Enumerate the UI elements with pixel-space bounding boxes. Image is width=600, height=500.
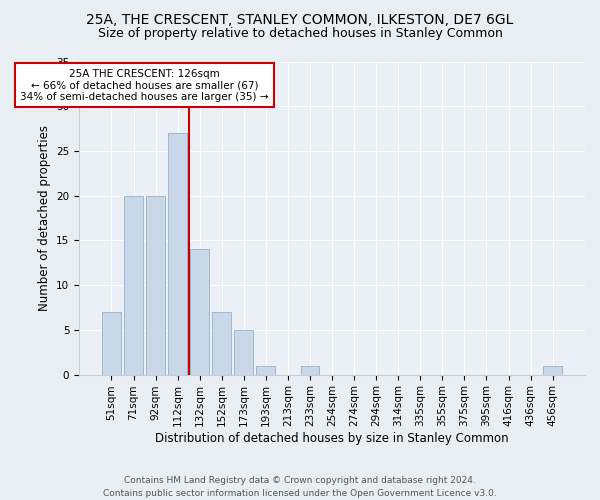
Bar — [124, 196, 143, 374]
Bar — [168, 133, 187, 374]
Bar — [102, 312, 121, 374]
Y-axis label: Number of detached properties: Number of detached properties — [38, 125, 50, 311]
Text: 25A, THE CRESCENT, STANLEY COMMON, ILKESTON, DE7 6GL: 25A, THE CRESCENT, STANLEY COMMON, ILKES… — [86, 12, 514, 26]
Text: Size of property relative to detached houses in Stanley Common: Size of property relative to detached ho… — [98, 28, 502, 40]
Bar — [212, 312, 231, 374]
X-axis label: Distribution of detached houses by size in Stanley Common: Distribution of detached houses by size … — [155, 432, 509, 445]
Bar — [543, 366, 562, 374]
Bar — [235, 330, 253, 374]
Bar — [190, 250, 209, 374]
Bar — [146, 196, 165, 374]
Bar — [256, 366, 275, 374]
Text: 25A THE CRESCENT: 126sqm
← 66% of detached houses are smaller (67)
34% of semi-d: 25A THE CRESCENT: 126sqm ← 66% of detach… — [20, 68, 269, 102]
Text: Contains HM Land Registry data © Crown copyright and database right 2024.
Contai: Contains HM Land Registry data © Crown c… — [103, 476, 497, 498]
Bar — [301, 366, 319, 374]
